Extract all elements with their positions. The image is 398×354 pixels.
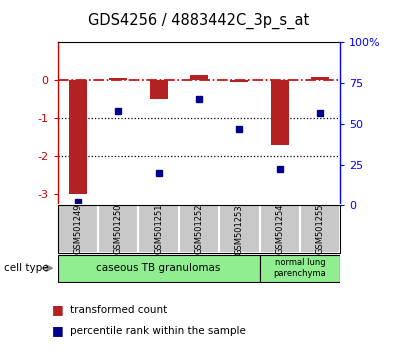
Bar xyxy=(58,205,98,253)
Bar xyxy=(259,255,340,282)
Text: GSM501252: GSM501252 xyxy=(195,204,203,255)
Text: GSM501251: GSM501251 xyxy=(154,204,163,255)
Bar xyxy=(69,80,87,194)
Bar xyxy=(300,205,340,253)
Text: normal lung
parenchyma: normal lung parenchyma xyxy=(273,258,326,278)
Text: GSM501249: GSM501249 xyxy=(73,204,82,255)
Text: GSM501253: GSM501253 xyxy=(235,204,244,255)
Bar xyxy=(311,76,329,80)
Bar xyxy=(139,205,179,253)
Text: ■: ■ xyxy=(52,303,64,316)
Text: GDS4256 / 4883442C_3p_s_at: GDS4256 / 4883442C_3p_s_at xyxy=(88,12,310,29)
Bar xyxy=(230,80,248,82)
Bar xyxy=(98,205,139,253)
Bar xyxy=(271,80,289,145)
Text: ■: ■ xyxy=(52,325,64,337)
Text: GSM501250: GSM501250 xyxy=(114,204,123,255)
Text: transformed count: transformed count xyxy=(70,305,167,315)
Text: GSM501255: GSM501255 xyxy=(316,204,325,255)
Bar xyxy=(58,255,259,282)
Bar xyxy=(259,205,300,253)
Text: cell type: cell type xyxy=(4,263,49,273)
Bar xyxy=(219,205,259,253)
Bar xyxy=(150,80,168,99)
Bar xyxy=(179,205,219,253)
Text: percentile rank within the sample: percentile rank within the sample xyxy=(70,326,246,336)
Bar xyxy=(109,79,127,80)
Text: GSM501254: GSM501254 xyxy=(275,204,284,255)
Bar xyxy=(190,75,208,80)
Text: caseous TB granulomas: caseous TB granulomas xyxy=(96,263,221,273)
